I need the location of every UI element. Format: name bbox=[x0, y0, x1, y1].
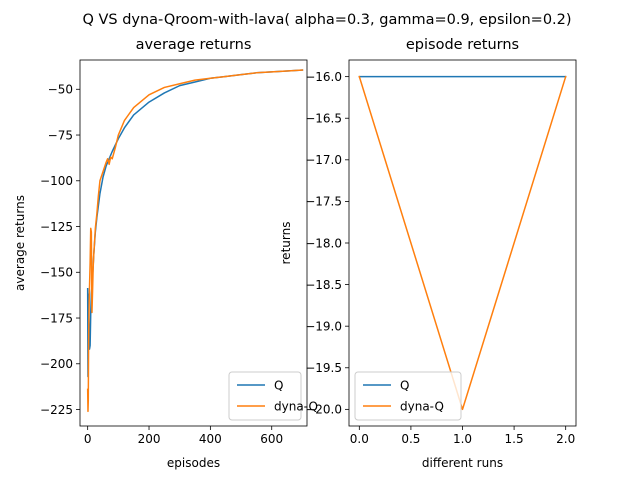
average-returns-y-tick-label: −100 bbox=[40, 174, 73, 188]
episode-returns-x-tick-label: 1.5 bbox=[505, 432, 524, 446]
episode-returns-legend-label: Q bbox=[400, 379, 409, 393]
episode-returns-series-line-dyna-q bbox=[358, 75, 567, 411]
average-returns-panel: average returns 0 200 400 600 −50 −75 −100 −125 −… bbox=[13, 37, 318, 470]
average-returns-y-tick-label: −225 bbox=[40, 403, 73, 417]
average-returns-y-tick-label: −175 bbox=[40, 311, 73, 325]
episode-returns-x-axis-label: different runs bbox=[422, 456, 503, 470]
episode-returns-y-tick-label: −18.0 bbox=[305, 236, 342, 250]
episode-returns-y-tick-label: −16.5 bbox=[305, 112, 342, 126]
episode-returns-y-tick-label: −17.5 bbox=[305, 195, 342, 209]
average-returns-axes-frame bbox=[79, 59, 308, 427]
episode-returns-y-tick-label: −16.0 bbox=[305, 70, 342, 84]
average-returns-x-tick-label: 600 bbox=[260, 432, 283, 446]
episode-returns-x-tick-label: 0.5 bbox=[401, 432, 420, 446]
average-returns-y-tick-label: −200 bbox=[40, 357, 73, 371]
average-returns-x-tick-label: 0 bbox=[84, 432, 92, 446]
average-returns-y-tick-label: −50 bbox=[48, 83, 73, 97]
average-returns-title: average returns bbox=[136, 37, 252, 53]
episode-returns-y-tick-label: −19.0 bbox=[305, 319, 342, 333]
episode-returns-title: episode returns bbox=[406, 37, 519, 53]
episode-returns-legend-label: dyna-Q bbox=[400, 400, 444, 414]
average-returns-x-tick-label: 400 bbox=[199, 432, 222, 446]
episode-returns-legend-box bbox=[354, 371, 462, 421]
average-returns-series-line-dyna-q bbox=[86, 69, 304, 413]
episode-returns-x-tick-label: 0.0 bbox=[350, 432, 369, 446]
episode-returns-y-tick-label: −18.5 bbox=[305, 278, 342, 292]
figure-suptitle: Q VS dyna-Qroom-with-lava( alpha=0.3, ga… bbox=[82, 12, 571, 28]
average-returns-y-tick-label: −75 bbox=[48, 128, 73, 142]
average-returns-y-axis-label: average returns bbox=[13, 195, 27, 291]
average-returns-legend-box bbox=[228, 371, 302, 421]
episode-returns-x-tick-label: 1.0 bbox=[453, 432, 472, 446]
episode-returns-x-tick-label: 2.0 bbox=[556, 432, 575, 446]
average-returns-y-tick-label: −150 bbox=[40, 266, 73, 280]
average-returns-x-axis-label: episodes bbox=[167, 456, 220, 470]
average-returns-x-tick-label: 200 bbox=[138, 432, 161, 446]
episode-returns-y-tick-label: −20.0 bbox=[305, 403, 342, 417]
average-returns-legend-label: Q bbox=[274, 379, 283, 393]
episode-returns-y-axis-label: returns bbox=[279, 222, 293, 265]
average-returns-legend-label: dyna-Q bbox=[274, 400, 318, 414]
episode-returns-panel: episode returns 0.0 0.5 1.0 1.5 2.0 −16.0 −16.5… bbox=[279, 37, 577, 470]
average-returns-y-tick-label: −125 bbox=[40, 220, 73, 234]
episode-returns-y-tick-label: −17.0 bbox=[305, 153, 342, 167]
episode-returns-y-tick-label: −19.5 bbox=[305, 361, 342, 375]
